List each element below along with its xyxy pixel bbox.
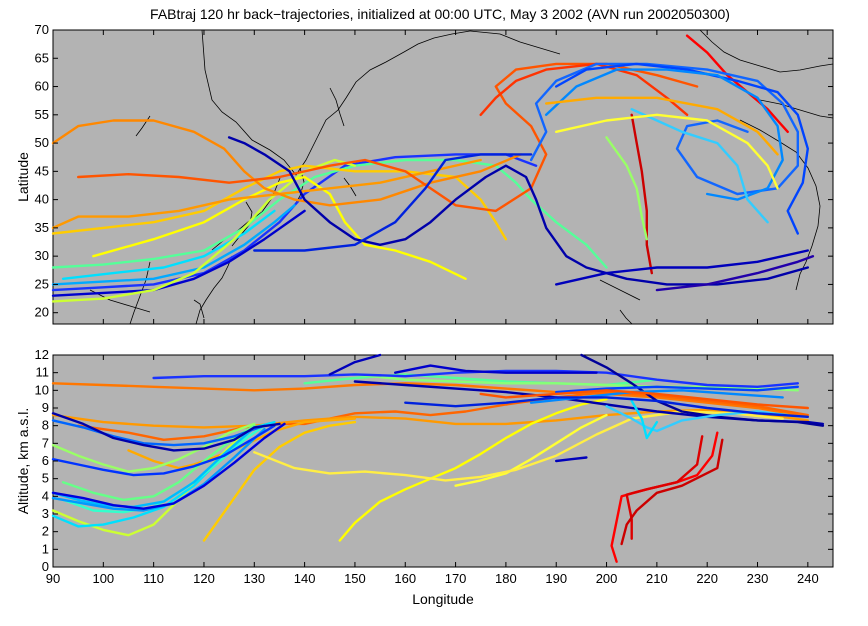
y-tick-label: 65 xyxy=(35,50,49,65)
x-tick-label: 110 xyxy=(143,571,164,586)
y-tick-label: 25 xyxy=(35,276,49,291)
altitude-trajectories xyxy=(51,353,825,563)
altitude-trajectory xyxy=(51,422,286,510)
y-tick-label: 55 xyxy=(35,107,49,122)
y-tick-label: 35 xyxy=(35,220,49,235)
map-trajectory xyxy=(605,136,648,241)
x-tick-label: 170 xyxy=(445,571,467,586)
map-trajectory xyxy=(555,62,809,235)
altitude-trajectory xyxy=(620,438,724,546)
map-trajectory xyxy=(630,108,769,224)
map-trajectory xyxy=(555,113,779,190)
x-tick-label: 210 xyxy=(646,571,668,586)
longitude-ticks: 90 100 110 120 130 140 150 160 170 180 190 200 210 22… xyxy=(46,355,819,586)
map-trajectory xyxy=(51,158,482,230)
y-tick-label: 11 xyxy=(36,365,50,380)
altitude-axis-label: Altitude, km a.s.l. xyxy=(15,408,31,515)
y-tick-label: 4 xyxy=(42,488,49,503)
map-trajectory xyxy=(545,68,784,201)
map-trajectory xyxy=(227,136,809,286)
map-trajectory xyxy=(51,209,306,297)
x-tick-label: 200 xyxy=(596,571,618,586)
x-tick-label: 240 xyxy=(797,571,819,586)
y-tick-label: 9 xyxy=(42,400,49,415)
x-tick-label: 120 xyxy=(193,571,215,586)
y-tick-label: 8 xyxy=(42,418,49,433)
y-tick-label: 2 xyxy=(42,524,49,539)
map-trajectory xyxy=(655,255,815,292)
y-tick-label: 6 xyxy=(42,453,49,468)
x-tick-label: 190 xyxy=(545,571,567,586)
altitude-trajectory xyxy=(127,417,357,470)
longitude-axis-label: Longitude xyxy=(412,591,474,607)
altitude-trajectory xyxy=(77,390,809,441)
altitude-trajectory xyxy=(394,364,598,374)
altitude-trajectory xyxy=(51,424,276,477)
altitude-trajectory xyxy=(202,420,357,542)
x-tick-label: 150 xyxy=(344,571,366,586)
altitude-trajectory xyxy=(404,396,809,418)
map-trajectory xyxy=(479,62,689,116)
y-tick-label: 30 xyxy=(35,248,49,263)
altitude-trajectory xyxy=(454,413,608,487)
x-tick-label: 140 xyxy=(294,571,316,586)
y-tick-label: 1 xyxy=(42,541,49,556)
y-tick-label: 45 xyxy=(35,163,49,178)
altitude-trajectory xyxy=(51,382,809,418)
x-tick-label: 130 xyxy=(243,571,265,586)
y-tick-label: 3 xyxy=(42,506,49,521)
map-trajectory xyxy=(51,158,608,269)
altitude-trajectory xyxy=(328,353,382,376)
x-tick-label: 180 xyxy=(495,571,517,586)
latitude-axis-label: Latitude xyxy=(15,152,31,202)
y-tick-label: 70 xyxy=(35,22,49,37)
x-tick-label: 160 xyxy=(394,571,416,586)
map-trajectory xyxy=(51,158,357,303)
latitude-ticks: 20 25 30 35 40 45 50 55 60 65 70 xyxy=(35,22,833,324)
altitude-trajectory xyxy=(555,385,799,394)
map-trajectory xyxy=(545,96,779,156)
chart-title: FABtraj 120 hr back−trajectories, initia… xyxy=(150,6,730,22)
y-tick-label: 40 xyxy=(35,192,49,207)
altitude-trajectory xyxy=(51,412,281,452)
map-trajectory xyxy=(555,249,809,286)
x-tick-label: 220 xyxy=(696,571,718,586)
coastlines xyxy=(89,29,834,325)
altitude-trajectory xyxy=(479,389,809,410)
y-tick-label: 12 xyxy=(35,347,49,362)
x-tick-label: 100 xyxy=(92,571,114,586)
map-trajectory xyxy=(630,113,653,275)
altitude-trajectory xyxy=(555,456,588,463)
map-trajectory xyxy=(51,204,296,286)
y-tick-label: 20 xyxy=(35,305,49,320)
altitude-trajectory xyxy=(630,399,659,440)
y-tick-label: 60 xyxy=(35,79,49,94)
y-tick-label: 7 xyxy=(42,435,49,450)
y-tick-label: 10 xyxy=(35,382,49,397)
y-tick-label: 5 xyxy=(42,471,49,486)
map-trajectory xyxy=(77,62,699,213)
map-trajectory xyxy=(51,164,508,241)
map-trajectory xyxy=(92,175,467,280)
altitude-trajectory xyxy=(51,419,266,447)
map-trajectory xyxy=(253,153,533,252)
altitude-trajectory xyxy=(338,398,608,542)
y-tick-label: 0 xyxy=(42,559,49,574)
map-trajectory xyxy=(61,209,276,280)
map-trajectories xyxy=(51,34,815,303)
y-tick-label: 50 xyxy=(35,135,49,150)
x-tick-label: 90 xyxy=(46,571,60,586)
x-tick-label: 230 xyxy=(747,571,769,586)
altitude-trajectory xyxy=(51,422,256,473)
map-panel: 20 25 30 35 40 45 50 55 60 65 70 Latitude xyxy=(15,22,834,325)
altitude-trajectory xyxy=(580,353,825,427)
altitude-trajectory xyxy=(353,373,799,392)
map-trajectory xyxy=(529,62,799,196)
